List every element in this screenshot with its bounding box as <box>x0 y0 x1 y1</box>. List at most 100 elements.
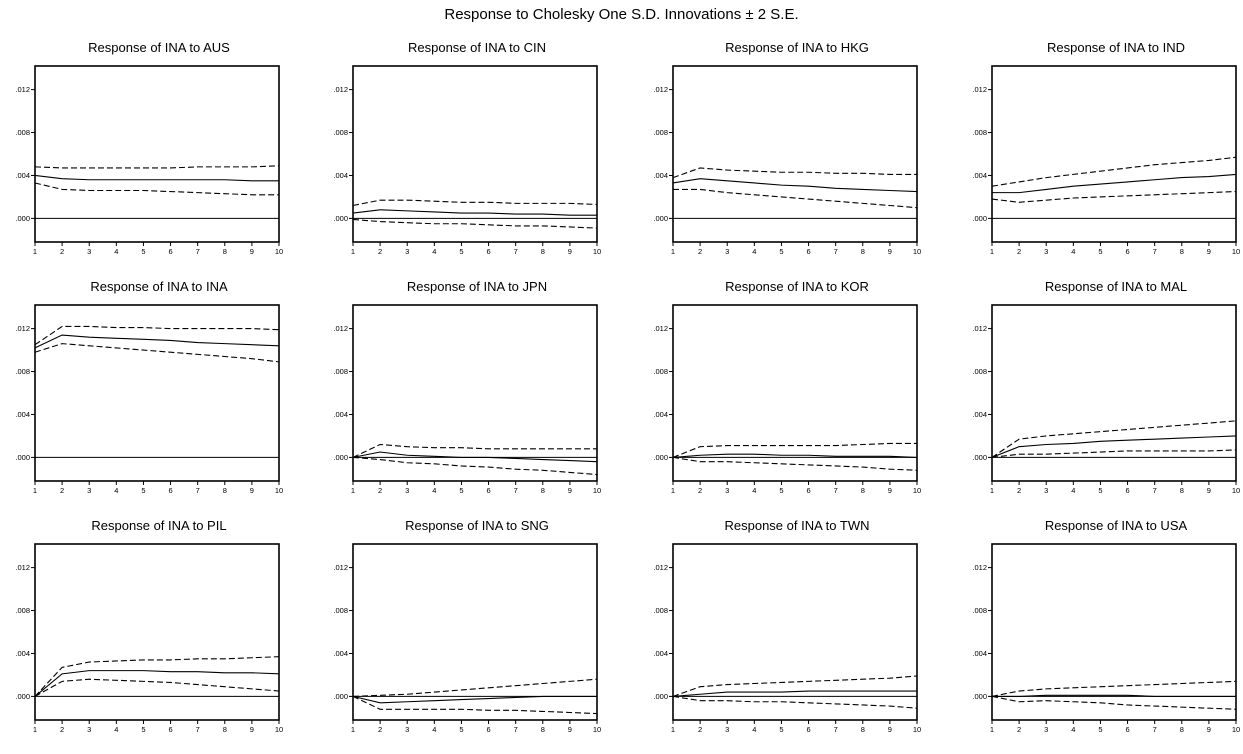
x-tick-label: 8 <box>541 725 545 734</box>
irf-panel: Response of INA to KOR .000 .004 .008 .012 1 2… <box>638 275 956 515</box>
plot-frame <box>352 304 598 482</box>
y-tick-label: .000 <box>653 214 668 223</box>
x-tick-label: 7 <box>196 725 200 734</box>
confidence-band-line <box>34 325 280 346</box>
confidence-band-line <box>34 165 280 169</box>
x-tick-label: 8 <box>1180 486 1184 495</box>
y-tick-label: .012 <box>653 563 668 572</box>
plot-frame <box>672 304 918 482</box>
x-tick-label: 1 <box>351 725 355 734</box>
x-tick-label: 1 <box>671 486 675 495</box>
x-tick-label: 5 <box>1098 725 1102 734</box>
x-tick-label: 2 <box>378 486 382 495</box>
y-tick-label: .004 <box>333 171 348 180</box>
y-tick-label: .004 <box>653 649 668 658</box>
response-line <box>352 451 598 463</box>
y-tick-label: .008 <box>653 128 668 137</box>
x-tick-label: 3 <box>725 725 729 734</box>
x-tick-label: 9 <box>888 247 892 256</box>
x-tick-label: 10 <box>1232 247 1240 256</box>
x-tick-label: 2 <box>1017 725 1021 734</box>
x-tick-label: 2 <box>698 725 702 734</box>
x-tick-label: 7 <box>514 247 518 256</box>
x-tick-label: 7 <box>514 725 518 734</box>
y-tick-label: .012 <box>333 85 348 94</box>
confidence-band-line <box>352 199 598 207</box>
x-tick-label: 4 <box>1071 725 1075 734</box>
x-tick-label: 9 <box>250 247 254 256</box>
plot-frame <box>991 304 1237 482</box>
x-tick-label: 4 <box>752 247 756 256</box>
plot-frame <box>34 543 280 721</box>
x-tick-label: 7 <box>1153 247 1157 256</box>
x-tick-label: 6 <box>1125 725 1129 734</box>
panel-title: Response of INA to USA <box>1044 518 1188 533</box>
x-tick-label: 7 <box>196 247 200 256</box>
x-tick-label: 3 <box>1044 486 1048 495</box>
y-tick-label: .012 <box>15 324 30 333</box>
x-tick-label: 8 <box>1180 247 1184 256</box>
irf-panel: Response of INA to MAL .000 .004 .008 .012 1 2… <box>957 275 1243 515</box>
x-tick-label: 4 <box>432 486 436 495</box>
x-tick-label: 6 <box>806 486 810 495</box>
irf-panel: Response of INA to SNG .000 .004 .008 .012 1 2… <box>318 514 636 754</box>
confidence-band-line <box>672 167 917 179</box>
x-tick-label: 3 <box>725 486 729 495</box>
confidence-band-line <box>672 456 918 471</box>
irf-panel: Response of INA to CIN .000 .004 .008 .012 1 2… <box>318 36 636 276</box>
y-tick-label: .008 <box>333 128 348 137</box>
y-tick-label: .012 <box>15 85 30 94</box>
x-tick-label: 9 <box>888 486 892 495</box>
response-line <box>991 435 1237 458</box>
x-tick-label: 1 <box>990 486 994 495</box>
x-tick-label: 1 <box>990 247 994 256</box>
confidence-band-line <box>34 343 280 363</box>
irf-panel: Response of INA to HKG .000 .004 .008 .012 1 2… <box>638 36 956 276</box>
irf-plot: .000 .004 .008 .012 1 2 3 4 5 6 7 8 9 10 <box>653 304 921 495</box>
confidence-band-line <box>991 156 1237 187</box>
y-tick-label: .000 <box>972 453 987 462</box>
y-tick-label: .012 <box>333 324 348 333</box>
x-tick-label: 6 <box>168 725 172 734</box>
x-tick-label: 7 <box>1153 486 1157 495</box>
x-tick-label: 7 <box>1153 725 1157 734</box>
x-tick-label: 10 <box>275 486 283 495</box>
x-tick-label: 8 <box>1180 725 1184 734</box>
x-tick-label: 1 <box>33 486 37 495</box>
x-tick-label: 2 <box>60 486 64 495</box>
panel-title: Response of INA to IND <box>1046 40 1185 55</box>
panel-title: Response of INA to MAL <box>1044 279 1188 294</box>
plot-frame <box>991 65 1237 243</box>
plot-frame <box>672 65 918 243</box>
x-tick-label: 2 <box>60 247 64 256</box>
x-tick-label: 5 <box>779 725 783 734</box>
y-tick-label: .008 <box>972 606 987 615</box>
y-tick-label: .012 <box>972 85 987 94</box>
x-tick-label: 8 <box>861 486 865 495</box>
panel-title: Response of INA to AUS <box>88 40 230 55</box>
y-tick-label: .004 <box>333 410 348 419</box>
x-tick-label: 8 <box>223 247 227 256</box>
irf-plot: .000 .004 .008 .012 1 2 3 4 5 6 7 8 9 10 <box>15 304 283 495</box>
y-tick-label: .012 <box>333 563 348 572</box>
x-tick-label: 5 <box>459 725 463 734</box>
confidence-band-line <box>673 188 918 209</box>
panel-title: Response of INA to JPN <box>406 279 548 294</box>
x-tick-label: 3 <box>87 725 91 734</box>
x-tick-label: 6 <box>486 725 490 734</box>
y-tick-label: .008 <box>15 128 30 137</box>
x-tick-label: 10 <box>1232 725 1240 734</box>
x-tick-label: 10 <box>593 725 601 734</box>
x-tick-label: 8 <box>861 247 865 256</box>
x-tick-label: 10 <box>593 247 601 256</box>
x-tick-label: 3 <box>1044 247 1048 256</box>
response-line <box>34 670 280 697</box>
x-tick-label: 10 <box>1232 486 1240 495</box>
x-tick-label: 2 <box>698 247 702 256</box>
irf-plot: .000 .004 .008 .012 1 2 3 4 5 6 7 8 9 10 <box>972 65 1240 256</box>
x-tick-label: 2 <box>698 486 702 495</box>
x-tick-label: 10 <box>913 486 921 495</box>
x-tick-label: 1 <box>351 247 355 256</box>
y-tick-label: .004 <box>15 410 30 419</box>
x-tick-label: 8 <box>541 247 545 256</box>
